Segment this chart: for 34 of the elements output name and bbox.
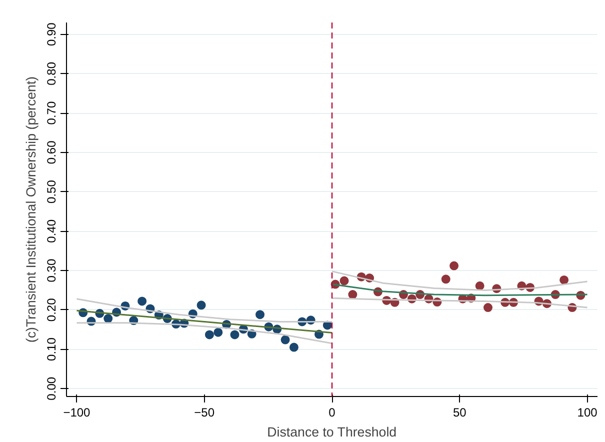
point: [441, 274, 450, 284]
point: [280, 335, 290, 344]
point: [256, 310, 265, 320]
x-tick-label: −50: [194, 406, 215, 420]
y-tick-label: 0.70: [44, 101, 58, 125]
point: [289, 342, 298, 352]
y-tick-label: 0.60: [44, 140, 58, 164]
point: [214, 328, 223, 337]
point: [196, 300, 206, 310]
point: [340, 276, 349, 286]
y-axis-title: (c)Transient Institutional Ownership (percent): [24, 76, 38, 343]
point: [204, 330, 214, 340]
y-tick-label: 0.10: [44, 337, 58, 361]
y-tick-label: 0.50: [44, 180, 58, 204]
x-tick-label: −100: [63, 406, 91, 420]
y-tick-label: 0.40: [44, 219, 58, 243]
y-tick-label: 0.80: [44, 62, 58, 86]
point: [475, 281, 484, 290]
point: [230, 330, 240, 340]
point: [450, 261, 459, 270]
y-tick-label: 0.20: [44, 298, 58, 322]
y-tick-label: 0.90: [44, 22, 58, 46]
x-tick-label: 50: [452, 406, 467, 420]
x-tick-label: 100: [577, 406, 598, 420]
line-series: [331, 270, 588, 291]
point: [560, 275, 569, 284]
point: [348, 290, 358, 300]
y-tick-label: 0.00: [44, 376, 58, 400]
x-axis-title: Distance to Threshold: [267, 424, 397, 440]
point: [483, 303, 492, 312]
y-tick-label: 0.30: [44, 258, 58, 282]
point: [138, 296, 147, 306]
point: [104, 314, 113, 324]
x-tick-label: 0: [328, 406, 336, 420]
